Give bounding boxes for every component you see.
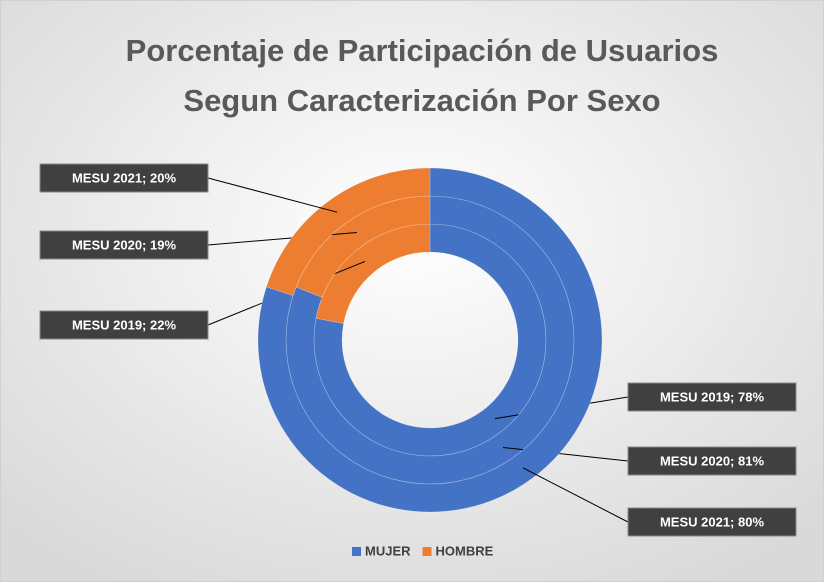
data-label: MESU 2021; 20% <box>72 170 176 185</box>
data-label: MESU 2021; 80% <box>660 514 764 529</box>
leader-line <box>522 467 629 523</box>
data-label: MESU 2019; 22% <box>72 317 176 332</box>
data-label: MESU 2020; 81% <box>660 453 764 468</box>
label-box <box>627 446 797 476</box>
label-box <box>39 163 209 193</box>
doughnut-slice <box>257 167 603 513</box>
leader-line <box>207 177 338 213</box>
label-box <box>627 507 797 537</box>
doughnut-slice <box>266 167 431 296</box>
label-box <box>39 310 209 340</box>
legend-swatch <box>352 547 361 556</box>
leader-line <box>207 231 357 246</box>
legend-swatch <box>422 547 432 556</box>
label-box <box>39 230 209 260</box>
legend-label: MUJER <box>365 543 411 558</box>
data-label: MESU 2019; 78% <box>660 389 764 404</box>
chart-title: Porcentaje de Participación de Usuarios … <box>125 33 719 118</box>
legend-label: HOMBRE <box>436 543 494 558</box>
label-box <box>627 382 797 412</box>
data-label: MESU 2020; 19% <box>72 237 176 252</box>
